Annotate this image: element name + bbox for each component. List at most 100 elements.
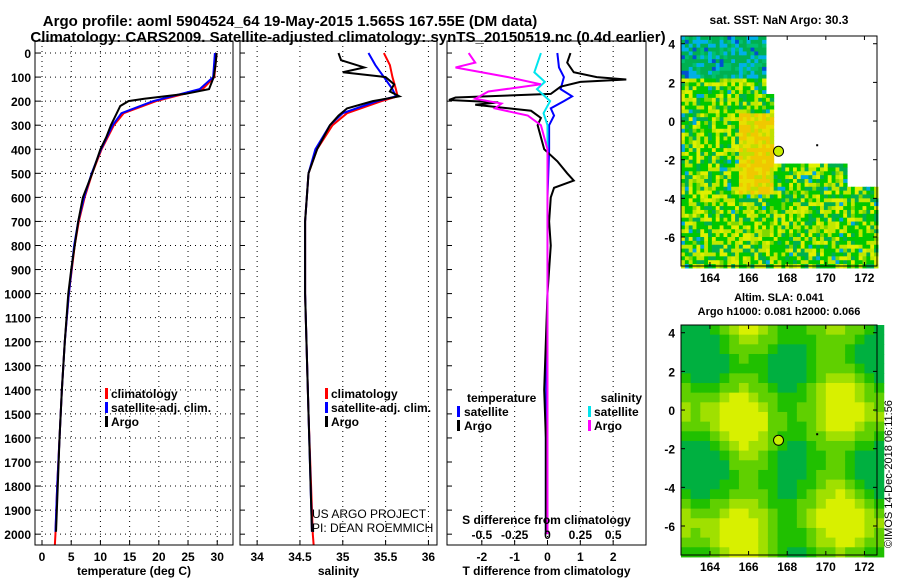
map-cell bbox=[785, 256, 790, 261]
map-cell bbox=[681, 469, 692, 481]
map-cell bbox=[864, 537, 875, 548]
map-cell bbox=[816, 209, 821, 215]
map-cell bbox=[719, 244, 724, 250]
map-cell bbox=[719, 392, 730, 403]
map-cell bbox=[738, 171, 744, 176]
map-cell bbox=[681, 39, 686, 45]
map-cell bbox=[731, 190, 736, 195]
map-cell bbox=[692, 55, 697, 60]
map-cell bbox=[692, 51, 697, 56]
map-cell bbox=[719, 248, 724, 253]
map-cell bbox=[684, 186, 690, 192]
map-cell bbox=[866, 256, 871, 261]
map-cell bbox=[688, 59, 694, 64]
map-cell bbox=[742, 47, 748, 52]
map-cell bbox=[758, 363, 769, 374]
plot-frame bbox=[446, 40, 647, 546]
map-cell bbox=[789, 260, 794, 265]
map-cell bbox=[847, 186, 852, 192]
map-cell bbox=[738, 411, 750, 423]
map-cell bbox=[839, 190, 844, 195]
map-cell bbox=[796, 382, 808, 394]
map-cell bbox=[831, 225, 836, 230]
map-cell bbox=[692, 132, 697, 138]
map-cell bbox=[758, 167, 763, 172]
map-cell bbox=[800, 182, 806, 188]
map-cell bbox=[735, 93, 740, 99]
map-cell bbox=[715, 237, 721, 242]
map-cell bbox=[796, 431, 808, 442]
map-cell bbox=[767, 325, 779, 336]
x-tick-label: 0 bbox=[544, 550, 551, 564]
map-cell bbox=[711, 36, 717, 41]
map-cell bbox=[796, 221, 802, 226]
map-cell bbox=[827, 209, 833, 215]
map-cell bbox=[812, 167, 817, 172]
map-cell bbox=[773, 182, 779, 188]
map-cell bbox=[831, 248, 836, 253]
map-cell bbox=[742, 59, 748, 64]
map-cell bbox=[843, 198, 848, 203]
map-cell bbox=[796, 421, 808, 432]
map-cell bbox=[843, 256, 848, 261]
map-cell bbox=[748, 334, 759, 345]
map-cell bbox=[711, 144, 717, 149]
map-cell bbox=[696, 179, 701, 184]
map-cell bbox=[700, 63, 705, 68]
map-cell bbox=[808, 248, 813, 253]
map-cell bbox=[719, 121, 724, 126]
map-cell bbox=[684, 55, 690, 60]
map-cell bbox=[711, 105, 717, 110]
map-cell bbox=[858, 198, 864, 203]
map-cell bbox=[742, 39, 748, 45]
map-cell bbox=[738, 431, 750, 442]
map-cell bbox=[806, 431, 817, 442]
map-cell bbox=[738, 55, 744, 60]
map-cell bbox=[777, 373, 788, 384]
map-cell bbox=[845, 489, 856, 500]
map-cell bbox=[711, 47, 717, 52]
map-cell bbox=[769, 136, 775, 141]
map-cell bbox=[758, 113, 763, 118]
map-cell bbox=[843, 186, 848, 192]
map-cell bbox=[800, 213, 806, 219]
map-cell bbox=[812, 221, 817, 226]
map-cell bbox=[835, 431, 846, 442]
map-cell bbox=[742, 194, 748, 199]
map-cell bbox=[727, 186, 732, 192]
map-cell bbox=[874, 353, 885, 365]
map-cell bbox=[700, 78, 705, 83]
map-cell bbox=[688, 101, 694, 107]
map-cell bbox=[746, 206, 752, 211]
map-cell bbox=[758, 479, 769, 490]
map-cell bbox=[715, 209, 721, 215]
map-cell bbox=[735, 39, 740, 45]
map-cell bbox=[777, 440, 788, 452]
map-cell bbox=[808, 206, 813, 211]
map-cell bbox=[715, 124, 721, 130]
map-cell bbox=[777, 163, 782, 168]
map-cell bbox=[831, 213, 836, 219]
map-cell bbox=[684, 229, 690, 234]
map-cell bbox=[735, 209, 740, 215]
map-cell bbox=[754, 186, 759, 192]
map-cell bbox=[719, 353, 730, 365]
map-cell bbox=[806, 421, 817, 432]
map-cell bbox=[690, 402, 701, 413]
map-cell bbox=[839, 213, 844, 219]
map-cell bbox=[729, 469, 740, 481]
map-cell bbox=[681, 121, 686, 126]
map-cell bbox=[708, 244, 713, 250]
map-cell bbox=[820, 186, 825, 192]
map-cell bbox=[754, 148, 759, 153]
map-cell bbox=[700, 256, 705, 261]
y-tick-label: -2 bbox=[664, 443, 675, 457]
map-cell bbox=[816, 260, 821, 265]
map-cell bbox=[874, 508, 885, 519]
map-cell bbox=[735, 144, 740, 149]
map-cell bbox=[692, 186, 697, 192]
map-cell bbox=[711, 113, 717, 118]
map-cell bbox=[758, 198, 763, 203]
map-cell bbox=[738, 248, 744, 253]
map-cell bbox=[692, 113, 697, 118]
